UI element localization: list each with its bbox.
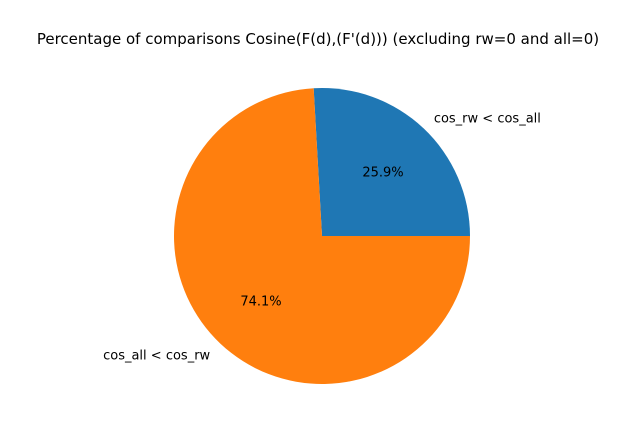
pie-slice-1	[174, 88, 470, 385]
pie-slice-percent-0: 25.9%	[362, 165, 403, 180]
pie-slice-label-0: cos_rw < cos_all	[434, 112, 541, 127]
pie-slices	[174, 88, 470, 385]
chart-title: Percentage of comparisons Cosine(F(d),(F…	[37, 30, 599, 48]
pie-labels: 25.9% cos_rw < cos_all 74.1% cos_all < cos_…	[103, 112, 541, 364]
pie-slice-label-1: cos_all < cos_rw	[103, 348, 210, 363]
pie-slice-0	[313, 88, 470, 236]
pie-slice-percent-1: 74.1%	[240, 295, 281, 310]
